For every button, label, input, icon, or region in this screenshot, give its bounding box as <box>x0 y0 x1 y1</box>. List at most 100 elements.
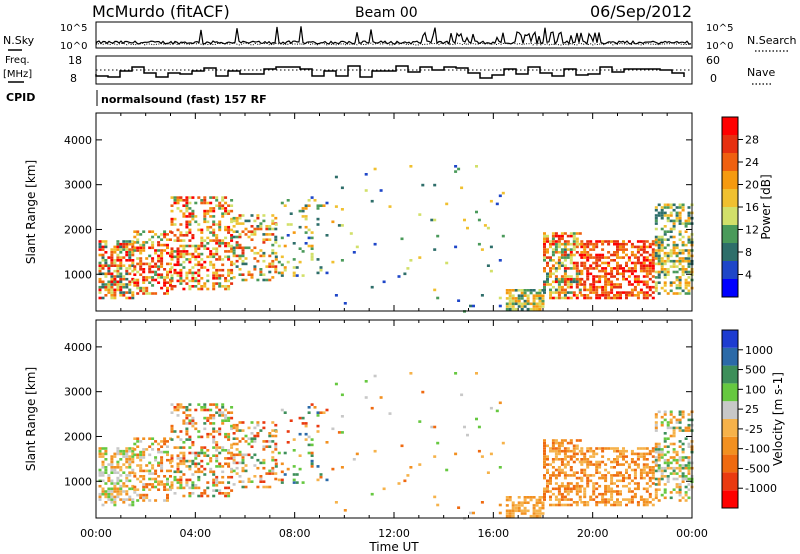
power-cell <box>110 264 114 267</box>
velocity-cell <box>256 432 260 435</box>
power-cell <box>508 297 512 300</box>
velocity-cell <box>535 504 539 507</box>
velocity-cell <box>566 455 570 458</box>
power-cell <box>160 273 164 276</box>
power-cell <box>583 256 587 259</box>
power-cell <box>188 279 192 283</box>
velocity-cell <box>575 471 579 474</box>
power-cell <box>101 259 105 262</box>
velocity-cell <box>301 422 305 425</box>
power-cell <box>681 251 685 255</box>
power-cell <box>238 273 242 276</box>
power-cell <box>227 287 231 291</box>
velocity-cell <box>182 411 186 414</box>
power-y-axis-label: Slant Range [km] <box>24 160 38 264</box>
velocity-cell <box>176 481 180 484</box>
power-cell <box>262 214 266 217</box>
power-cell <box>583 283 587 286</box>
power-cell <box>636 294 640 297</box>
velocity-cell <box>176 467 180 471</box>
velocity-cell <box>179 451 183 455</box>
power-cell <box>136 238 140 241</box>
power-cell <box>532 305 536 308</box>
power-cell <box>238 235 242 239</box>
velocity-cell <box>654 458 658 462</box>
power-cell <box>298 209 302 213</box>
power-cell <box>619 294 622 297</box>
power-cell <box>554 280 558 284</box>
velocity-cell <box>543 444 546 448</box>
y-tick-label: 1000 <box>64 475 92 488</box>
power-cell <box>538 294 542 297</box>
velocity-cell <box>232 442 236 446</box>
power-cell <box>657 238 661 241</box>
velocity-cell <box>125 452 129 456</box>
velocity-cell <box>569 466 573 469</box>
velocity-cell <box>235 466 239 470</box>
velocity-cell <box>543 455 546 458</box>
power-cell <box>601 256 605 259</box>
velocity-cell <box>128 447 132 450</box>
power-cell <box>430 218 434 222</box>
velocity-cell <box>514 504 518 507</box>
velocity-cell <box>613 466 616 469</box>
power-cell <box>173 239 177 242</box>
velocity-cell <box>292 438 296 441</box>
velocity-cell <box>557 452 561 456</box>
power-cell <box>551 234 555 238</box>
velocity-cell <box>148 437 152 440</box>
power-cell <box>607 272 611 276</box>
velocity-cell <box>151 442 155 446</box>
velocity-cell <box>188 446 192 449</box>
power-cell <box>227 279 231 283</box>
velocity-cell <box>200 435 204 439</box>
velocity-cell <box>166 499 169 502</box>
power-cell <box>197 279 201 283</box>
power-cell <box>224 225 228 229</box>
velocity-cell <box>247 477 251 481</box>
power-cell <box>675 251 679 255</box>
power-cell <box>247 270 251 274</box>
velocity-cell <box>546 490 549 493</box>
power-cell <box>648 267 652 270</box>
power-cell <box>176 199 180 202</box>
velocity-cell <box>595 468 599 472</box>
power-cell <box>271 276 275 279</box>
power-cell <box>125 283 129 286</box>
power-cell <box>292 274 296 277</box>
power-cell <box>101 283 105 286</box>
power-cell <box>274 270 278 274</box>
velocity-cell <box>604 468 608 472</box>
power-cell <box>110 272 114 276</box>
velocity-cell <box>382 487 386 491</box>
power-cell <box>388 205 392 208</box>
velocity-cell <box>610 487 614 491</box>
velocity-cell <box>154 458 158 462</box>
velocity-cell <box>554 449 558 453</box>
power-cell <box>221 239 225 242</box>
power-cell <box>654 206 658 209</box>
power-cell <box>203 220 207 224</box>
velocity-cell <box>298 467 302 471</box>
velocity-cell <box>651 447 655 450</box>
power-cell <box>569 232 573 235</box>
power-cell <box>554 251 558 254</box>
power-cell <box>160 249 164 252</box>
velocity-cell <box>173 478 177 482</box>
velocity-cell <box>595 471 599 474</box>
colorbar-block <box>722 207 738 225</box>
velocity-cell <box>98 495 102 499</box>
power-cell <box>148 265 152 268</box>
power-cell <box>262 254 266 258</box>
power-cell <box>409 259 413 262</box>
velocity-cell <box>101 455 105 458</box>
power-cell <box>253 246 257 250</box>
velocity-cell <box>250 445 254 448</box>
velocity-cell <box>179 481 183 484</box>
power-cell <box>583 264 587 267</box>
power-cell <box>215 196 219 199</box>
power-cell <box>232 262 236 266</box>
power-cell <box>160 286 164 290</box>
power-cell <box>569 242 573 246</box>
